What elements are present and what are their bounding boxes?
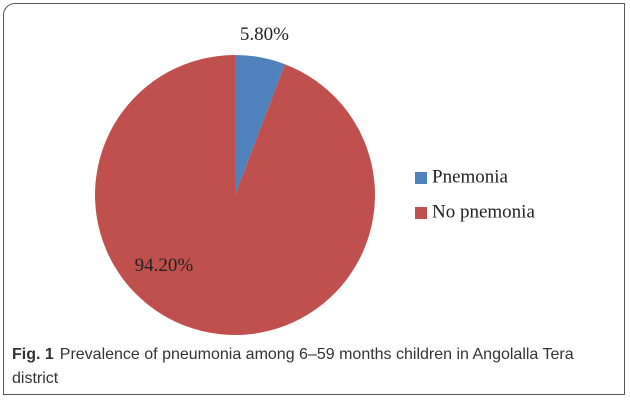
legend-label: Pnemonia (432, 166, 509, 187)
pie-slice (94, 55, 376, 335)
legend-swatch (415, 172, 427, 184)
figure-caption: Fig. 1 Prevalence of pneumonia among 6–59… (12, 343, 612, 391)
caption-text: Prevalence of pneumonia among 6–59 month… (12, 346, 574, 387)
chart: 5.80% 94.20% Pnemonia No pnemonia (94, 24, 535, 335)
pie-slice (235, 55, 285, 195)
caption-label: Fig. 1 (12, 346, 54, 363)
legend-label: No pnemonia (432, 201, 535, 222)
legend-swatch (415, 207, 427, 219)
figure-frame (3, 3, 625, 395)
data-label: 5.80% (240, 24, 289, 45)
data-label: 94.20% (135, 255, 194, 276)
